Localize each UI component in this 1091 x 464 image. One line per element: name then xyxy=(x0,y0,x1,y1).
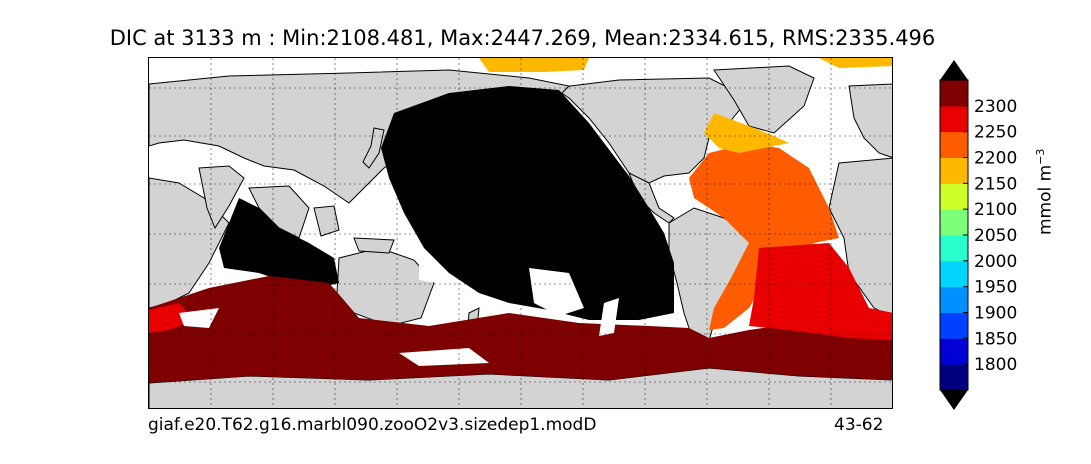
arctic-field xyxy=(479,58,589,72)
colorbar-swatch xyxy=(940,105,968,133)
colorbar-tick-label: 2050 xyxy=(974,226,1017,246)
colorbar-swatch xyxy=(940,338,968,365)
land-japan xyxy=(362,127,385,169)
colorbar-tick-label: 2300 xyxy=(974,97,1017,117)
units-exponent: −3 xyxy=(1034,148,1047,165)
colorbar-swatch xyxy=(940,364,968,391)
colorbar-swatch xyxy=(940,80,968,107)
colorbar-tick-label: 2100 xyxy=(974,200,1017,220)
north-atlantic-field xyxy=(689,143,839,330)
map-panel xyxy=(148,57,893,409)
land-north-america xyxy=(552,77,750,184)
colorbar-swatch xyxy=(940,286,968,313)
no-data-patches xyxy=(179,258,619,366)
weddell-field xyxy=(149,303,194,333)
colorbar-swatch xyxy=(940,131,968,158)
colorbar-tick-label: 2250 xyxy=(974,123,1017,143)
colorbar-swatch xyxy=(940,183,968,210)
units-base: mmol m xyxy=(1035,164,1056,235)
south-atlantic-field xyxy=(749,243,892,340)
land-africa-east xyxy=(828,157,892,318)
arctic-field-east xyxy=(819,58,892,68)
land-new-guinea xyxy=(353,237,395,254)
years-label: 43-62 xyxy=(834,415,884,435)
colorbar-tick-label: 2200 xyxy=(974,149,1017,169)
labrador-sea-field xyxy=(704,113,789,153)
colorbar: 1800 1850 1900 1950 2000 2050 2100 2150 2200 2250… xyxy=(939,60,1017,410)
colorbar-swatch xyxy=(940,235,968,262)
land-india xyxy=(198,165,245,230)
colorbar-extend-min xyxy=(940,390,968,410)
colorbar-swatch xyxy=(940,312,968,339)
dic-field xyxy=(149,58,892,383)
colorbar-swatch xyxy=(940,260,968,288)
colorbar-units-label: mmol m−3 xyxy=(1034,149,1056,235)
colorbar-swatch xyxy=(940,209,968,236)
pacific-deep-field xyxy=(381,86,674,320)
colorbar-tick-label: 1900 xyxy=(974,304,1017,324)
gridlines xyxy=(149,58,892,408)
indian-deep-field xyxy=(219,198,339,290)
plot-title: DIC at 3133 m : Min:2108.481, Max:2447.2… xyxy=(109,26,936,50)
colorbar-tick-label: 1950 xyxy=(974,278,1017,298)
world-map xyxy=(149,58,892,408)
land-greenland xyxy=(713,65,815,134)
colorbar-tick-label: 1850 xyxy=(974,329,1017,349)
colorbar-tick-label: 1800 xyxy=(974,355,1017,375)
colorbar-tick-label: 2150 xyxy=(974,174,1017,194)
case-name-label: giaf.e20.T62.g16.marbl090.zooO2v3.sizede… xyxy=(148,415,597,435)
land-borneo xyxy=(313,205,340,237)
colorbar-extend-max xyxy=(940,60,968,80)
land-europe-east xyxy=(848,83,892,158)
southern-ocean-field xyxy=(149,276,892,383)
colorbar-swatch xyxy=(940,157,968,184)
colorbar-tick-label: 2000 xyxy=(974,252,1017,272)
